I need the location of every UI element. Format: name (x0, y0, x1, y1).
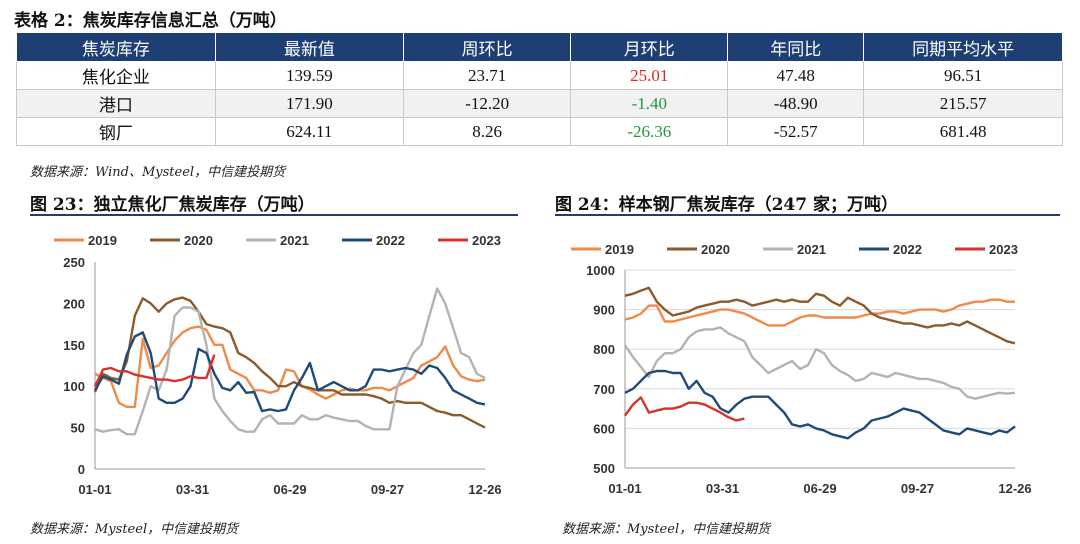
y-tick-label: 250 (63, 255, 85, 270)
series-line-2019 (624, 298, 1015, 327)
chart-right-title-rule (555, 214, 1060, 216)
chart-left-title: 图 23：独立焦化厂焦炭库存（万吨） (30, 195, 315, 215)
header-cell: 月环比 (570, 32, 729, 62)
x-tick-label: 12-26 (998, 481, 1031, 496)
wow-value: -12.20 (402, 89, 572, 118)
mom-value: 25.01 (570, 61, 729, 90)
header-cell: 年同比 (727, 32, 865, 62)
series-line-2020 (624, 286, 1016, 345)
table-row: 焦化企业 139.59 23.71 25.01 47.48 96.51 (16, 61, 1063, 90)
x-tick-label: 12-26 (468, 482, 501, 497)
mom-value: -26.36 (570, 117, 729, 146)
series-line-2019 (94, 325, 486, 409)
wow-value: 23.71 (402, 61, 572, 90)
header-cell: 最新值 (214, 32, 405, 62)
yoy-value: -48.90 (727, 89, 865, 118)
row-label: 钢厂 (16, 117, 216, 146)
series-line-2021 (94, 287, 486, 436)
y-tick-label: 700 (593, 382, 615, 397)
legend-label-2021: 2021 (797, 242, 826, 257)
y-tick-label: 50 (71, 421, 85, 436)
row-label: 焦化企业 (16, 61, 216, 90)
series-line-2022 (93, 331, 486, 413)
legend-label-2019: 2019 (605, 242, 634, 257)
series-line-2021 (624, 326, 1016, 400)
latest-value: 139.59 (214, 61, 405, 90)
coke-inventory-table: 焦炭库存 最新值 周环比 月环比 年同比 同期平均水平 焦化企业 139.59 … (16, 32, 1063, 146)
legend-label-2021: 2021 (280, 233, 309, 248)
legend-label-2020: 2020 (701, 242, 730, 257)
wow-value: 8.26 (402, 117, 572, 146)
x-tick-label: 03-31 (706, 481, 739, 496)
row-label: 港口 (16, 89, 216, 118)
table-source-note: 数据来源：Wind、Mysteel，中信建投期货 (30, 165, 286, 180)
header-cell: 周环比 (402, 32, 572, 62)
mom-value: -1.40 (570, 89, 729, 118)
x-tick-label: 09-27 (901, 481, 934, 496)
table-row: 钢厂 624.11 8.26 -26.36 -52.57 681.48 (16, 117, 1063, 146)
y-tick-label: 0 (78, 462, 85, 477)
y-tick-label: 600 (593, 421, 615, 436)
y-tick-label: 200 (63, 296, 85, 311)
x-tick-label: 01-01 (78, 482, 111, 497)
x-tick-label: 06-29 (273, 482, 306, 497)
series-line-2023 (93, 354, 216, 387)
chart-right-title: 图 24：样本钢厂焦炭库存（247 家；万吨） (555, 195, 898, 215)
table-row: 港口 171.90 -12.20 -1.40 -48.90 215.57 (16, 89, 1063, 118)
avg-value: 215.57 (863, 89, 1063, 118)
yoy-value: 47.48 (727, 61, 865, 90)
y-tick-label: 150 (63, 338, 85, 353)
header-cell: 焦炭库存 (16, 32, 216, 62)
latest-value: 171.90 (214, 89, 405, 118)
header-cell: 同期平均水平 (863, 32, 1063, 62)
chart-left-independent-coking: 2019 2020 2021 2022 2023 0 50 100 150 200 250 01-01… (54, 233, 502, 497)
y-tick-label: 800 (593, 342, 615, 357)
chart-left-source-note: 数据来源：Mysteel，中信建投期货 (30, 522, 239, 537)
latest-value: 624.11 (214, 117, 405, 146)
legend-label-2022: 2022 (376, 233, 405, 248)
x-tick-label: 01-01 (608, 481, 641, 496)
y-tick-label: 900 (593, 303, 615, 318)
y-tick-label: 1000 (586, 263, 615, 278)
x-tick-label: 03-31 (176, 482, 209, 497)
legend-label-2019: 2019 (88, 233, 117, 248)
legend-label-2023: 2023 (989, 242, 1018, 257)
y-tick-label: 500 (593, 461, 615, 476)
legend-label-2020: 2020 (184, 233, 213, 248)
chart-left-title-rule (30, 214, 518, 216)
avg-value: 681.48 (863, 117, 1063, 146)
series-line-2023 (624, 396, 745, 422)
table-header-row: 焦炭库存 最新值 周环比 月环比 年同比 同期平均水平 (16, 32, 1063, 62)
legend-label-2023: 2023 (472, 233, 501, 248)
chart-right-steel-mills: 2019 2020 2021 2022 2023 500 600 700 800 900 1000 0… (571, 242, 1032, 496)
legend-label-2022: 2022 (893, 242, 922, 257)
y-tick-label: 100 (63, 379, 85, 394)
x-tick-label: 06-29 (803, 481, 836, 496)
series-line-2022 (624, 369, 1016, 440)
series-line-2020 (93, 296, 486, 429)
x-tick-label: 09-27 (371, 482, 404, 497)
chart-right-source-note: 数据来源：Mysteel，中信建投期货 (562, 522, 771, 537)
avg-value: 96.51 (863, 61, 1063, 90)
table-caption: 表格 2：焦炭库存信息汇总（万吨） (14, 11, 287, 31)
yoy-value: -52.57 (727, 117, 865, 146)
